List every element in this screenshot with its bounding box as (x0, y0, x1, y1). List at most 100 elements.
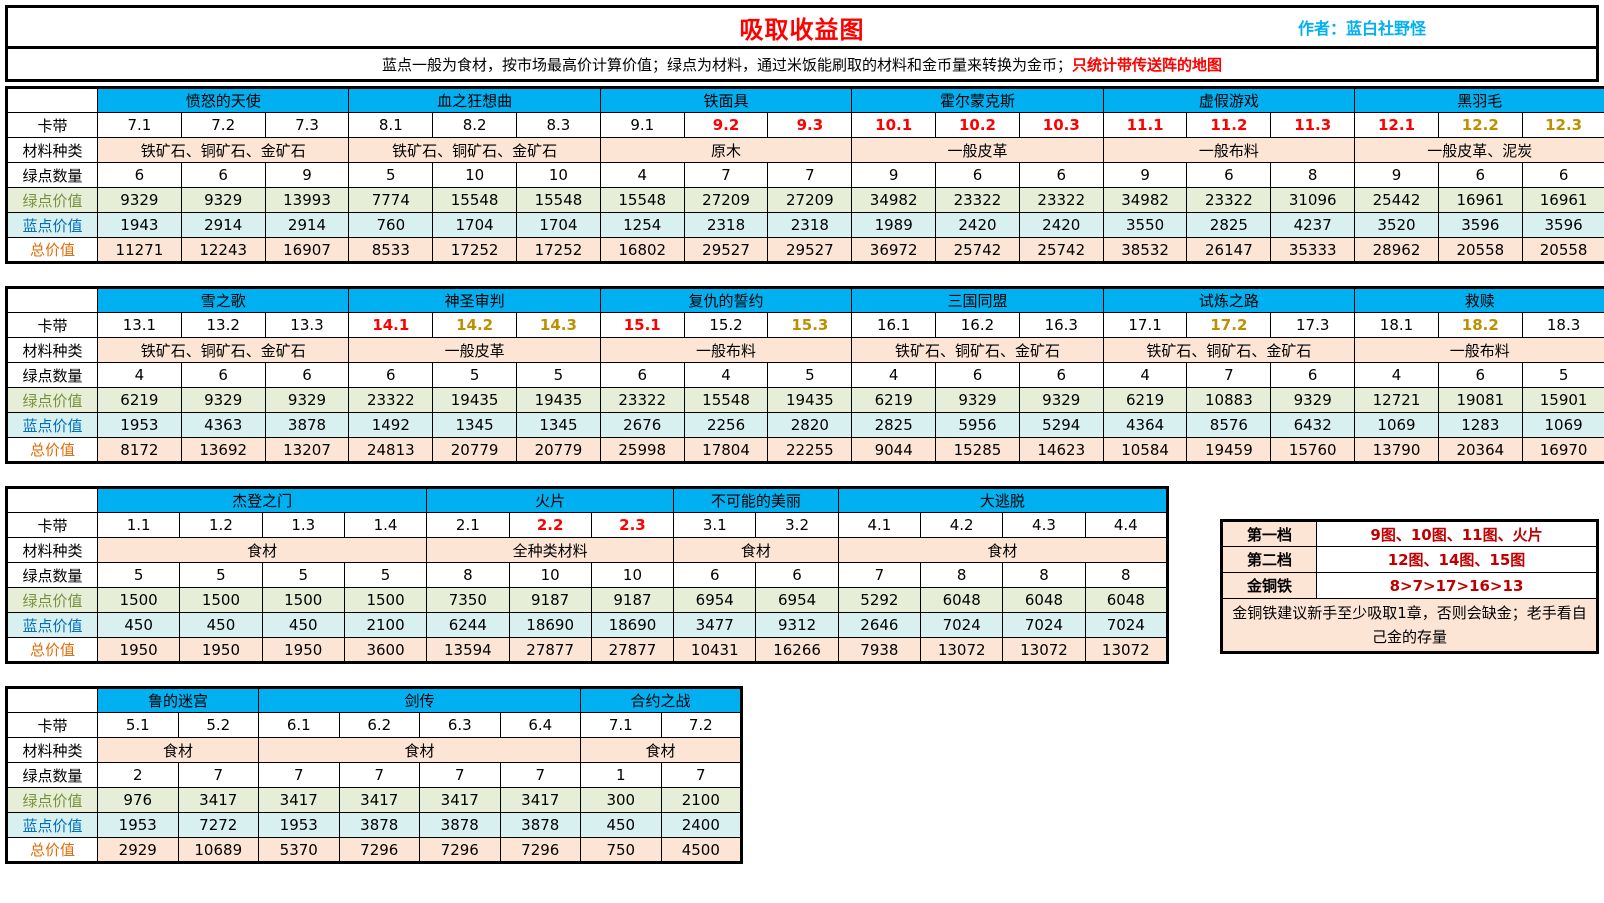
blue-value-cell: 760 (348, 212, 434, 238)
total-value-cell: 15760 (1270, 437, 1356, 463)
cartridge-row: 卡带 13.1 13.2 13.3 14.1 14.2 14.3 15.1 15.2 15.3 16… (6, 312, 1604, 338)
row-label-blue-value: 蓝点价值 (6, 812, 98, 838)
green-count-cell: 5 (1521, 362, 1604, 388)
cartridge-cell: 13.3 (264, 312, 350, 338)
page-title: 吸取收益图 (739, 15, 865, 44)
row-label-green-value: 绿点价值 (6, 187, 98, 213)
total-value-cell: 10431 (673, 637, 757, 663)
cartridge-cell: 6.4 (499, 712, 582, 738)
green-count-row: 绿点数量 5 5 5 5 8 10 10 6 6 7 8 8 8 (6, 562, 1168, 588)
total-value-cell: 4500 (660, 837, 743, 863)
green-count-cell: 6 (1437, 362, 1523, 388)
blue-value-cell: 2820 (767, 412, 853, 438)
blue-value-cell: 1254 (599, 212, 685, 238)
cartridge-cell: 7.2 (180, 112, 266, 138)
green-value-cell: 976 (97, 787, 179, 813)
green-count-cell: 9 (264, 162, 350, 188)
blue-value-cell: 4237 (1270, 212, 1356, 238)
total-value-cell: 20558 (1521, 237, 1604, 263)
note-row-value: 9图、10图、11图、火片 (1316, 520, 1598, 547)
cartridge-cell: 15.1 (599, 312, 685, 338)
green-value-cell: 15548 (599, 187, 685, 213)
note-footer-row: 金铜铁建议新手至少吸取1章，否则会缺金；老手看自己金的存量 (1221, 598, 1598, 653)
map-name-header: 试炼之路 (1102, 287, 1356, 313)
cartridge-cell: 1.2 (179, 512, 263, 538)
map-header-row: 杰登之门 火片 不可能的美丽 大逃脱 (6, 487, 1168, 513)
total-value-cell: 17252 (432, 237, 518, 263)
cartridge-cell: 8.3 (516, 112, 601, 138)
blue-value-cell: 2914 (180, 212, 266, 238)
material-type-cell: 铁矿石、铜矿石、金矿石 (851, 337, 1104, 363)
total-value-cell: 26147 (1186, 237, 1272, 263)
map-name-header: 不可能的美丽 (673, 487, 839, 513)
green-value-cell: 9329 (180, 387, 266, 413)
green-value-cell: 1500 (179, 587, 263, 613)
row-label-cartridge: 卡带 (6, 512, 98, 538)
total-value-cell: 10584 (1102, 437, 1188, 463)
green-count-cell: 6 (935, 162, 1020, 188)
green-count-cell: 7 (338, 762, 421, 788)
green-count-cell: 5 (179, 562, 263, 588)
blue-value-cell: 1345 (516, 412, 601, 438)
green-count-cell: 2 (97, 762, 179, 788)
blue-value-cell: 2318 (767, 212, 853, 238)
green-count-cell: 6 (1186, 162, 1272, 188)
green-count-cell: 6 (180, 162, 266, 188)
blue-value-cell: 5294 (1018, 412, 1104, 438)
cartridge-cell: 17.1 (1102, 312, 1188, 338)
cartridge-cell: 15.2 (683, 312, 769, 338)
cartridge-cell: 3.2 (755, 512, 839, 538)
cartridge-cell: 8.1 (348, 112, 434, 138)
cartridge-cell: 7.1 (97, 112, 182, 138)
data-table-1: 愤怒的天使 血之狂想曲 铁面具 霍尔蒙克斯 虚假游戏 黑羽毛 卡带 7.1 7.2 7.3 8.1 8… (5, 86, 1604, 264)
blue-value-cell: 450 (261, 612, 345, 638)
green-value-row: 绿点价值 976 3417 3417 3417 3417 3417 300 2100 (6, 787, 743, 813)
cartridge-cell: 7.2 (660, 712, 743, 738)
row-label-total-value: 总价值 (6, 837, 98, 863)
green-count-cell: 6 (1270, 362, 1356, 388)
total-value-cell: 14623 (1018, 437, 1104, 463)
blue-value-cell: 3596 (1521, 212, 1604, 238)
green-value-cell: 19435 (516, 387, 601, 413)
green-count-cell: 4 (851, 362, 937, 388)
cartridge-cell: 9.2 (683, 112, 769, 138)
green-value-cell: 23322 (1018, 187, 1104, 213)
total-value-cell: 38532 (1102, 237, 1188, 263)
green-count-cell: 6 (180, 362, 266, 388)
note-row-label: 第二档 (1221, 546, 1317, 573)
green-count-cell: 10 (508, 562, 592, 588)
cartridge-cell: 7.3 (264, 112, 350, 138)
cartridge-cell: 16.3 (1018, 312, 1104, 338)
total-value-cell: 20779 (432, 437, 518, 463)
blue-value-cell: 1492 (348, 412, 434, 438)
green-value-cell: 19081 (1437, 387, 1523, 413)
blue-value-cell: 9312 (755, 612, 839, 638)
material-type-row: 材料种类 食材 全种类材料 食材 食材 (6, 537, 1168, 563)
green-value-cell: 2100 (660, 787, 743, 813)
green-count-cell: 9 (851, 162, 937, 188)
material-type-cell: 一般布料 (1354, 337, 1604, 363)
blue-value-cell: 1704 (516, 212, 601, 238)
map-name-header: 火片 (426, 487, 675, 513)
material-type-cell: 食材 (96, 737, 260, 763)
blue-value-cell: 1704 (432, 212, 518, 238)
green-value-cell: 3417 (419, 787, 501, 813)
total-value-cell: 7296 (419, 837, 501, 863)
note-row-label: 第一档 (1221, 520, 1317, 547)
row-label-cartridge: 卡带 (6, 312, 98, 338)
green-count-cell: 7 (767, 162, 853, 188)
note-row-value: 12图、14图、15图 (1316, 546, 1598, 573)
green-value-cell: 15548 (432, 187, 518, 213)
material-type-cell: 铁矿石、铜矿石、金矿石 (348, 137, 601, 163)
blue-value-cell: 1345 (432, 412, 518, 438)
material-type-cell: 食材 (258, 737, 582, 763)
cartridge-cell: 12.2 (1437, 112, 1523, 138)
map-name-header: 虚假游戏 (1102, 87, 1356, 113)
green-value-cell: 27209 (683, 187, 769, 213)
blue-value-cell: 4363 (180, 412, 266, 438)
green-value-cell: 1500 (96, 587, 181, 613)
green-count-row: 绿点数量 2 7 7 7 7 7 1 7 (6, 762, 743, 788)
total-value-cell: 5370 (258, 837, 340, 863)
cartridge-cell: 2.2 (508, 512, 592, 538)
green-count-cell: 5 (96, 562, 181, 588)
